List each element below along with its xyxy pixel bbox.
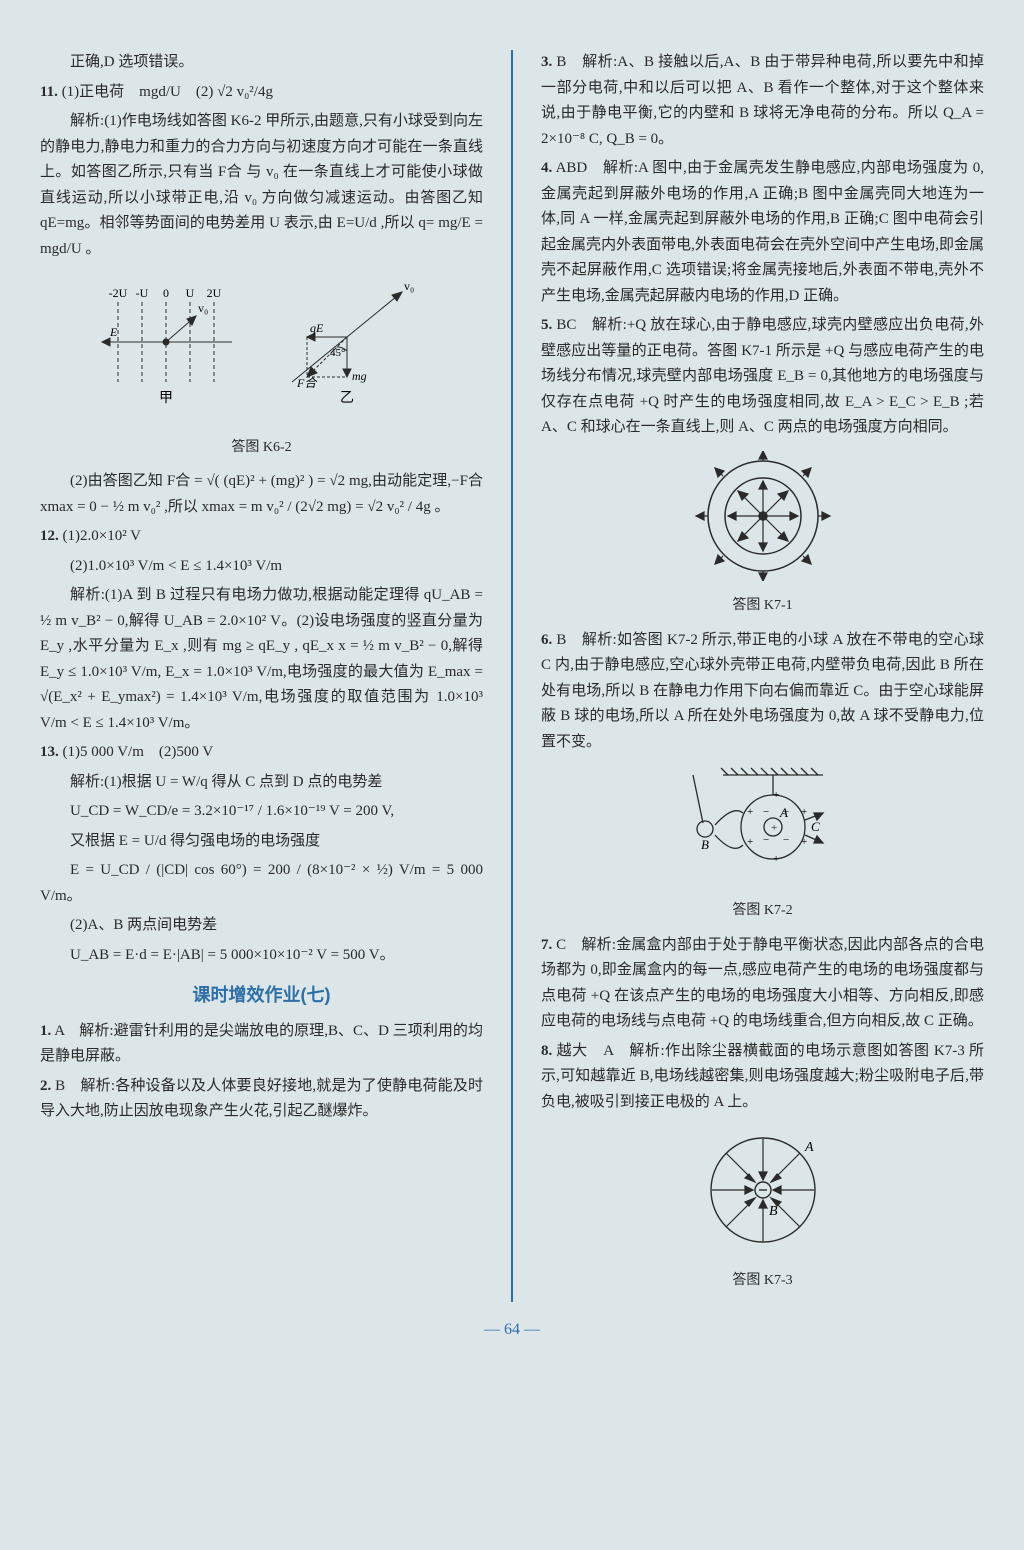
svg-text:U: U [185,286,194,300]
svg-text:甲: 甲 [159,391,173,406]
qnum: 13. [40,744,59,760]
svg-text:E: E [109,325,118,339]
q8: 8. 越大 A 解析:作出除尘器横截面的电场示意图如答图 K7-3 所示,可知越… [541,1039,984,1116]
left-column: 正确,D 选项错误。 11. (1)正电荷 mgd/U (2) √2 v₀²/4… [40,50,483,1302]
svg-text:+: + [747,806,753,818]
q13-a2: U_CD = W_CD/e = 3.2×10⁻¹⁷ / 1.6×10⁻¹⁹ V … [40,799,483,825]
qnum: 5. [541,317,552,333]
qnum: 4. [541,160,552,176]
q7: 7. C 解析:金属盒内部由于处于静电平衡状态,因此内部各点的合电场都为 0,即… [541,933,984,1035]
dash-icon: — [524,1321,540,1338]
diagram-svg: -2U -U 0 U 2U v₀ E 甲 [92,272,432,422]
page-columns: 正确,D 选项错误。 11. (1)正电荷 mgd/U (2) √2 v₀²/4… [40,50,984,1302]
q12-ans1: 12. (1)2.0×10² V [40,524,483,550]
figure-k6-2: -2U -U 0 U 2U v₀ E 甲 [40,272,483,459]
q11-analysis-2: (2)由答图乙知 F合 = √( (qE)² + (mg)² ) = √2 mg… [40,469,483,520]
svg-text:−: − [783,806,789,818]
q13-ans: 13. (1)5 000 V/m (2)500 V [40,740,483,766]
q13-a5: (2)A、B 两点间电势差 [40,913,483,939]
svg-text:2U: 2U [206,286,221,300]
figure-caption: 答图 K7-1 [541,594,984,618]
svg-text:v₀: v₀ [404,279,414,293]
diagram-svg: + B A C + + + + + [663,765,863,885]
svg-text:−: − [783,834,789,846]
svg-text:+: + [773,853,779,865]
svg-text:B: B [701,837,709,852]
qnum: 1. [40,1023,51,1039]
text: B 解析:A、B 接触以后,A、B 由于带异种电荷,所以要先中和掉一部分电荷,中… [541,54,984,147]
q4: 4. ABD 解析:A 图中,由于金属壳发生静电感应,内部电场强度为 0,金属壳… [541,156,984,309]
figure-k7-1: 答图 K7-1 [541,451,984,618]
q13-a3: 又根据 E = U/d 得匀强电场的电场强度 [40,829,483,855]
svg-text:+: + [771,822,777,834]
svg-text:mg: mg [352,369,367,383]
svg-text:0: 0 [163,286,169,300]
q5: 5. BC 解析:+Q 放在球心,由于静电感应,球壳内壁感应出负电荷,外壁感应出… [541,313,984,441]
text: BC 解析:+Q 放在球心,由于静电感应,球壳内壁感应出负电荷,外壁感应出等量的… [541,317,984,435]
svg-text:−: − [763,834,769,846]
svg-text:+: + [773,789,779,801]
svg-text:−: − [763,806,769,818]
svg-text:+: + [747,836,753,848]
figure-k7-2: + B A C + + + + + [541,765,984,922]
q13-a6: U_AB = E·d = E·|AB| = 5 000×10×10⁻² V = … [40,943,483,969]
section-heading: 课时增效作业(七) [40,980,483,1011]
svg-text:+: + [801,836,807,848]
svg-text:+: + [801,806,807,818]
diagram-svg: A B [693,1125,833,1255]
svg-text:B: B [769,1204,778,1219]
text: C 解析:金属盒内部由于处于静电平衡状态,因此内部各点的合电场都为 0,即金属盒… [541,937,984,1030]
text: (1)2.0×10² V [63,528,142,544]
q2: 2. B 解析:各种设备以及人体要良好接地,就是为了使静电荷能及时导入大地,防止… [40,1074,483,1125]
text: 正确,D 选项错误。 [40,50,483,76]
figure-caption: 答图 K7-2 [541,899,984,923]
svg-text:F合: F合 [296,376,318,390]
dash-icon: — [484,1321,504,1338]
q13-a1: 解析:(1)根据 U = W/q 得从 C 点到 D 点的电势差 [40,770,483,796]
q13-a4: E = U_CD / (|CD| cos 60°) = 200 / (8×10⁻… [40,858,483,909]
svg-text:v₀: v₀ [198,301,208,315]
text: 越大 A 解析:作出除尘器横截面的电场示意图如答图 K7-3 所示,可知越靠近 … [541,1043,984,1110]
qnum: 11. [40,84,58,100]
text: B 解析:各种设备以及人体要良好接地,就是为了使静电荷能及时导入大地,防止因放电… [40,1078,483,1120]
q6: 6. B 解析:如答图 K7-2 所示,带正电的小球 A 放在不带电的空心球 C… [541,628,984,756]
q3: 3. B 解析:A、B 接触以后,A、B 由于带异种电荷,所以要先中和掉一部分电… [541,50,984,152]
q11-answer: 11. (1)正电荷 mgd/U (2) √2 v₀²/4g [40,80,483,106]
svg-text:-U: -U [135,286,148,300]
qnum: 8. [541,1043,552,1059]
figure-caption: 答图 K7-3 [541,1269,984,1293]
diagram-svg [688,451,838,581]
qnum: 12. [40,528,59,544]
svg-text:-2U: -2U [108,286,127,300]
svg-text:C: C [811,819,820,834]
figure-caption: 答图 K6-2 [40,436,483,460]
page-number: — 64 — [40,1316,984,1343]
q12-ans2: (2)1.0×10³ V/m < E ≤ 1.4×10³ V/m [40,554,483,580]
svg-text:45°: 45° [330,347,345,359]
column-divider [511,50,513,1302]
qnum: 7. [541,937,552,953]
qnum: 2. [40,1078,51,1094]
q11-analysis-1: 解析:(1)作电场线如答图 K6-2 甲所示,由题意,只有小球受到向左的静电力,… [40,109,483,262]
qnum: 3. [541,54,552,70]
page-number-value: 64 [504,1321,520,1338]
svg-text:乙: 乙 [340,390,354,406]
text: A 解析:避雷针利用的是尖端放电的原理,B、C、D 三项利用的均是静电屏蔽。 [40,1023,483,1065]
text: (1)正电荷 mgd/U (2) √2 v₀²/4g [62,84,273,100]
svg-text:qE: qE [310,321,324,335]
text: (1)5 000 V/m (2)500 V [63,744,214,760]
q12-analysis: 解析:(1)A 到 B 过程只有电场力做功,根据动能定理得 qU_AB = ½ … [40,583,483,736]
text: B 解析:如答图 K7-2 所示,带正电的小球 A 放在不带电的空心球 C 内,… [541,632,984,750]
qnum: 6. [541,632,552,648]
right-column: 3. B 解析:A、B 接触以后,A、B 由于带异种电荷,所以要先中和掉一部分电… [541,50,984,1302]
q1: 1. A 解析:避雷针利用的是尖端放电的原理,B、C、D 三项利用的均是静电屏蔽… [40,1019,483,1070]
svg-text:A: A [804,1140,814,1155]
figure-k7-3: A B 答图 K7-3 [541,1125,984,1292]
text: ABD 解析:A 图中,由于金属壳发生静电感应,内部电场强度为 0,金属壳起到屏… [541,160,984,304]
